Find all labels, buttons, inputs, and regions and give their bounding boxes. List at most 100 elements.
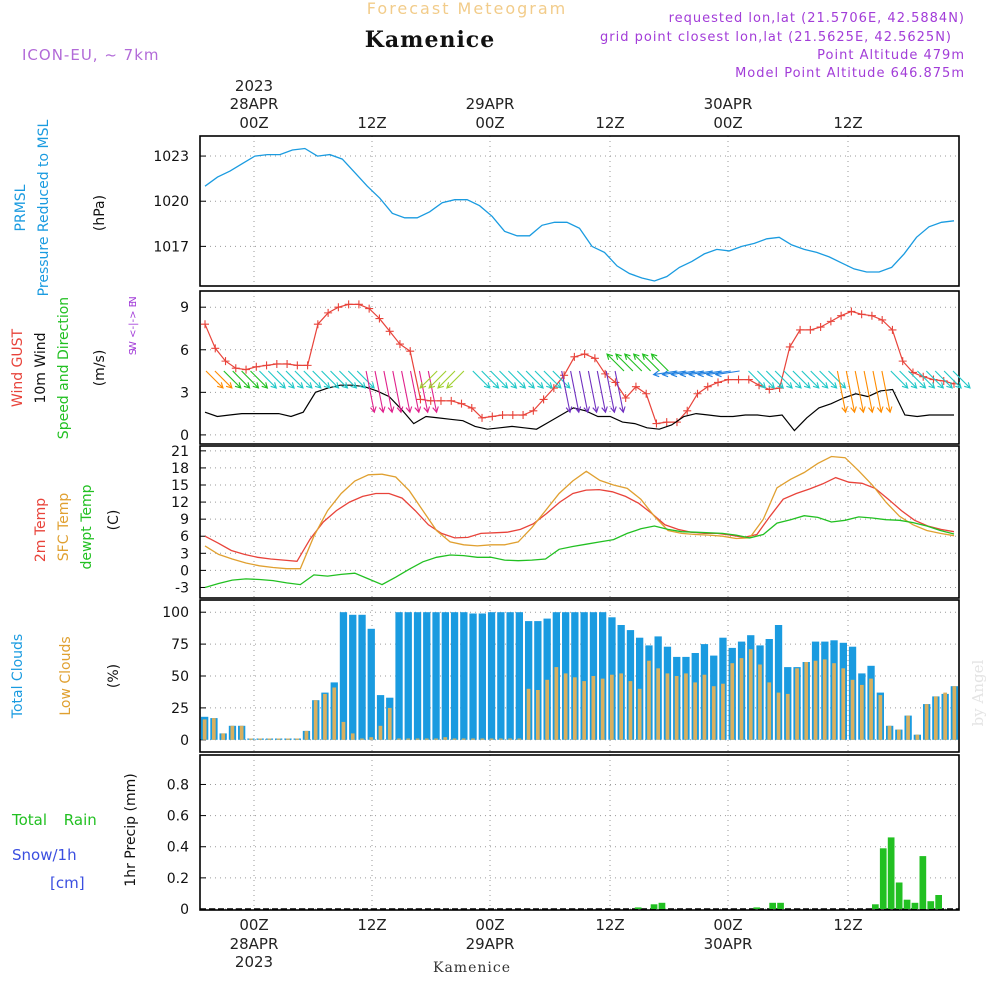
gust-marker [621,394,630,403]
wind-gust-label: Wind GUST [10,328,26,407]
wind-direction-arrow [552,370,571,389]
total-clouds-bar [515,612,523,740]
low-clouds-bar [489,738,494,740]
wind-direction-arrow [374,370,386,414]
wind-direction-arrow [321,370,340,389]
precip-label: 1hr Precip (mm) [123,773,139,886]
wind-direction-arrow [409,370,422,414]
low-clouds-bar [952,686,957,740]
low-clouds-bar [822,659,827,740]
low-clouds-label: Low Clouds [58,636,74,715]
total-clouds-bar [534,621,542,740]
wind-speed-dir-label: Speed and Direction [56,297,72,439]
low-clouds-bar [684,673,688,740]
gust-marker [734,375,743,384]
bottom-date-2: 29APR [466,935,515,953]
wind-direction-arrow [632,353,651,372]
wind-direction-arrow [259,370,278,389]
gust-marker [416,395,425,404]
plot-layer [200,147,971,910]
total-clouds-bar [469,613,477,740]
gust-marker [672,418,681,427]
low-clouds-bar [573,677,577,740]
wind-direction-arrow [890,370,909,389]
gust-marker [857,310,866,319]
gust-marker [703,382,712,391]
precip-bar [919,856,927,909]
low-clouds-bar [869,678,873,740]
precip-bar [879,848,887,909]
bottom-tick-4: 12Z [595,916,624,934]
y-tick-label: 9 [180,512,189,528]
low-clouds-bar [878,695,883,740]
low-clouds-bar [628,681,633,740]
precip-bar [658,902,666,909]
wind-direction-arrow [908,370,927,389]
gust-marker [724,375,733,384]
low-clouds-bar [415,738,420,740]
low-clouds-bar [443,737,448,740]
low-clouds-bar [730,663,735,740]
low-clouds-bar [508,738,512,740]
low-clouds-bar [795,668,799,740]
gust-marker [467,403,476,412]
low-clouds-bar [934,696,938,740]
y-tick-label: 0 [180,902,189,918]
model-altitude: Model Point Altitude 646.875m [735,66,965,81]
low-clouds-bar [860,684,864,740]
gust-marker [539,395,548,404]
gust-marker [447,396,456,405]
gust-marker [601,369,610,378]
low-clouds-bar [267,738,272,740]
total-clouds-bar [525,621,533,740]
low-clouds-bar [748,649,753,740]
wind-direction-arrow [392,370,404,414]
gust-marker [939,376,948,385]
gust-marker [662,418,671,427]
gust-line [204,303,955,425]
low-clouds-bar [591,676,596,740]
bottom-tick-1: 00Z [239,916,268,934]
total-clouds-bar [358,614,366,740]
y-tick-label: -3 [175,580,189,596]
total-clouds-bar [636,637,644,740]
wind-direction-arrow [714,370,740,378]
total-clouds-bar [599,612,607,740]
gust-marker [283,359,292,368]
precip-bar [769,902,776,909]
top-date-1: 28APR [230,95,279,113]
low-clouds-bar [813,660,818,740]
low-clouds-bar [480,738,485,740]
gust-marker [426,396,435,405]
low-clouds-bar [554,667,559,740]
bottom-year: 2023 [235,953,273,971]
pressure-label-1: PRMSL [13,184,29,231]
total-clouds-bar [349,614,357,740]
gust-marker [293,361,302,370]
wind-direction-arrow [276,370,295,389]
bottom-date-1: 28APR [230,935,279,953]
y-tick-label: 0.8 [167,777,189,793]
low-clouds-bar [711,686,716,740]
wind-direction-arrow [615,353,634,372]
gust-marker [796,325,805,334]
precip-bar [935,895,942,909]
gust-marker [519,411,528,420]
total-clouds-label: Total Clouds [10,634,26,719]
wind-direction-arrow [294,370,313,389]
low-clouds-bar [406,738,411,740]
precip-bar [650,904,658,909]
gust-marker [785,342,794,351]
faded-title: Forecast Meteogram [367,0,567,18]
pressure-label-2: Pressure Reduced to MSL [36,119,52,296]
wind-direction-arrow [792,370,811,389]
low-clouds-bar [526,688,531,740]
gust-marker [929,375,938,384]
total-clouds-bar [774,625,783,740]
low-clouds-bar [452,738,457,740]
gust-marker [395,340,404,349]
low-clouds-bar [230,725,235,740]
wind-direction-arrow [863,370,875,414]
clouds-unit: (%) [106,664,122,688]
